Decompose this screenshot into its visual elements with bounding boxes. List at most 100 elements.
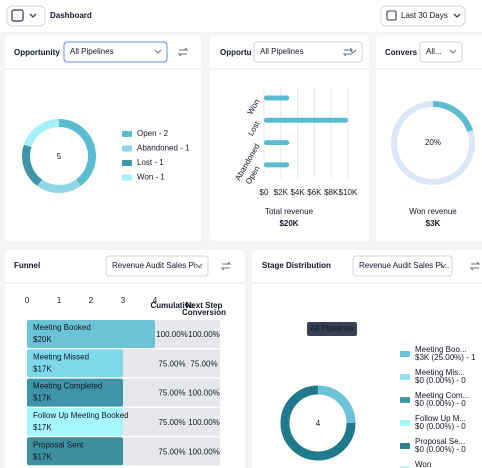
pipeline-select[interactable] — [352, 255, 453, 277]
calendar-icon — [386, 10, 397, 21]
legend-swatch — [400, 420, 410, 426]
x-tick-label: $6K — [307, 188, 322, 197]
stage-amount: $17K — [33, 394, 52, 403]
next-step: 100.00% — [188, 330, 220, 339]
card — [210, 35, 369, 241]
stage-name: Meeting Missed — [33, 352, 89, 361]
legend-detail: $0 (0.00%) - 0 — [415, 445, 466, 454]
cumulative: 100.00% — [156, 330, 188, 339]
column-header: Conversion — [182, 308, 226, 317]
legend-detail: $0 (0.00%) - 0 — [415, 422, 466, 431]
chevron — [449, 49, 457, 54]
chevron — [453, 13, 461, 18]
page-title: Dashboard — [50, 11, 92, 20]
conversion-band — [123, 437, 220, 466]
legend-name: Won — [415, 460, 431, 468]
legend-swatch — [122, 131, 132, 137]
pipeline-select[interactable] — [105, 255, 209, 277]
stage-name: Proposal Sent — [33, 440, 84, 449]
donut-segment — [317, 385, 356, 424]
bar — [264, 140, 290, 146]
footer-value: $3K — [426, 219, 441, 228]
swap-icon[interactable] — [469, 261, 481, 271]
funnel-bar — [27, 437, 123, 466]
x-tick-label: 4 — [153, 296, 158, 305]
select-value: Revenue Audit Sales Pi... — [112, 261, 202, 270]
legend-detail: $0 (0.00%) - 0 — [415, 376, 466, 385]
gauge-label: 20% — [425, 138, 441, 147]
card — [376, 35, 482, 241]
donut-segment — [58, 119, 96, 186]
donut-segment — [23, 119, 60, 148]
conversion-band — [123, 349, 220, 378]
bar — [264, 117, 348, 123]
legend-swatch — [400, 443, 410, 449]
next-step: 100.00% — [188, 389, 220, 398]
legend-label: Open - 2 — [137, 129, 169, 138]
funnel-bar — [27, 407, 123, 436]
footer-label: Won revenue — [409, 207, 457, 216]
conversion-band — [123, 378, 220, 407]
legend-name: Follow Up M... — [415, 414, 466, 423]
pipeline-select[interactable] — [253, 41, 363, 63]
conversion-band — [123, 407, 220, 436]
legend-label: Abandoned - 1 — [137, 144, 190, 153]
pipeline-select[interactable] — [63, 41, 168, 63]
swap-icon[interactable] — [177, 47, 189, 57]
tooltip — [307, 322, 357, 336]
legend-name: Proposal Se... — [415, 437, 465, 446]
x-tick-label: $2K — [274, 188, 289, 197]
menu-button[interactable] — [6, 5, 46, 27]
date-button[interactable] — [380, 5, 466, 27]
next-step: 100.00% — [188, 418, 220, 427]
tooltip-text: All Pipelines — [310, 324, 354, 333]
legend-swatch — [122, 174, 132, 181]
legend-name: Meeting Com... — [415, 391, 469, 400]
stage-name: Meeting Booked — [33, 323, 91, 332]
x-tick-label: 2 — [89, 296, 94, 305]
footer-value: $20K — [279, 219, 298, 228]
chevron — [154, 49, 162, 54]
card-title: Funnel — [14, 261, 40, 270]
legend-detail: $0 (0.00%) - 0 — [415, 399, 466, 408]
donut-segment — [37, 179, 81, 193]
chevron — [349, 49, 357, 54]
menu-icon — [11, 9, 24, 22]
donut-segment — [22, 144, 43, 186]
footer-label: Total revenue — [265, 207, 314, 216]
card — [252, 250, 482, 468]
cumulative: 75.00% — [158, 418, 185, 427]
legend-swatch — [400, 351, 410, 357]
legend-label: Lost - 1 — [137, 158, 164, 167]
column-header: Next Step — [186, 301, 223, 310]
stage-amount: $17K — [33, 423, 52, 432]
legend-swatch — [122, 145, 132, 152]
cumulative: 75.00% — [158, 447, 185, 456]
cumulative: 75.00% — [158, 389, 185, 398]
conversion-band — [155, 320, 220, 348]
cumulative: 75.00% — [158, 359, 185, 368]
stage-amount: $17K — [33, 452, 52, 461]
legend-name: Meeting Boo... — [415, 345, 467, 354]
funnel-bar — [27, 349, 123, 378]
bar — [264, 95, 290, 101]
legend-name: Meeting Mis... — [415, 368, 465, 377]
x-tick-label: $8K — [324, 188, 339, 197]
pipeline-select[interactable] — [419, 41, 463, 63]
legend-swatch — [122, 160, 132, 166]
stage-amount: $17K — [33, 364, 52, 373]
select-value: All Pipelines — [260, 47, 304, 56]
legend-swatch — [400, 374, 410, 380]
card-title: Stage Distribution — [262, 261, 331, 270]
swap-icon[interactable] — [342, 47, 354, 57]
select-value: Revenue Audit Sales Pi... — [359, 261, 449, 270]
swap-icon[interactable] — [220, 261, 232, 271]
donut-total: 5 — [57, 152, 62, 161]
stage-name: Follow Up Meeting Booked — [33, 411, 129, 420]
x-tick-label: $4K — [290, 188, 305, 197]
funnel-bar — [27, 320, 155, 348]
column-header: Cumulative — [150, 301, 194, 310]
stage-name: Meeting Completed — [33, 382, 102, 391]
x-tick-label: 3 — [121, 296, 126, 305]
